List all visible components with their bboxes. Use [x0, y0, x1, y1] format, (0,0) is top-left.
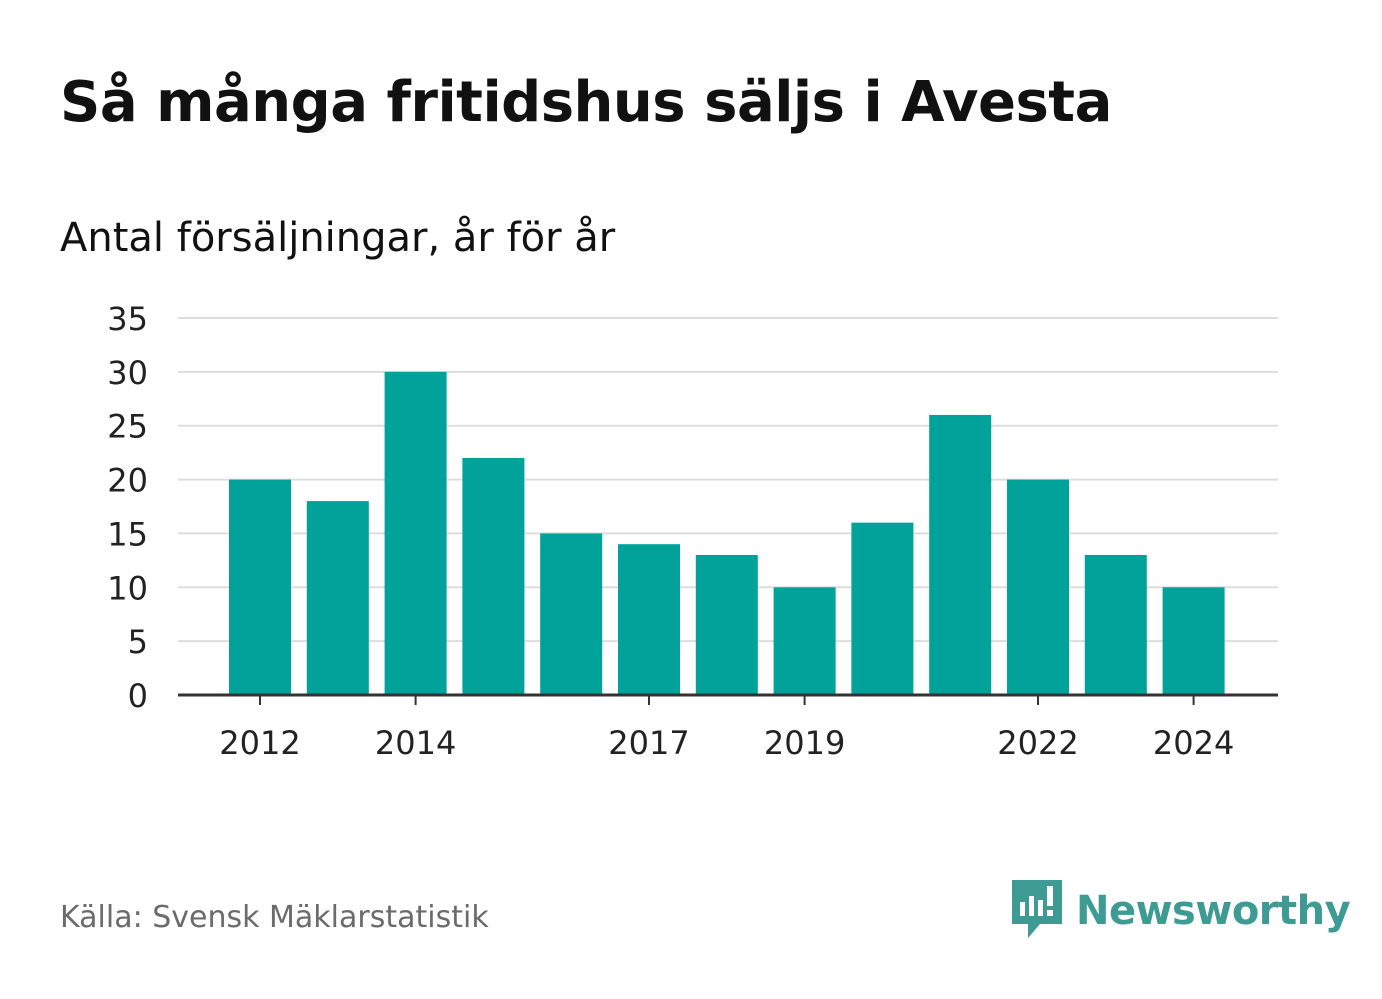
axes: [178, 693, 1278, 705]
bar-2023: [1084, 554, 1147, 695]
y-tick-label: 15: [107, 515, 148, 553]
y-tick-label: 5: [128, 623, 148, 661]
y-tick-label: 30: [107, 354, 148, 392]
brand-name: Newsworthy: [1076, 888, 1351, 934]
bar-2021: [929, 414, 992, 695]
bar-2019: [773, 587, 836, 695]
bar-2013: [306, 501, 369, 695]
x-tick-label: 2022: [997, 724, 1078, 762]
x-tick-labels: 2012 2014 2017 2019 2022 2024: [219, 724, 1234, 762]
bars: [229, 371, 1225, 695]
bar-2020: [851, 522, 914, 695]
x-tick-label: 2024: [1153, 724, 1234, 762]
y-tick-label: 20: [107, 462, 148, 500]
y-tick-label: 35: [107, 300, 148, 338]
bar-2014: [384, 371, 447, 695]
chart-subtitle: Antal försäljningar, år för år: [60, 215, 616, 261]
x-tick-label: 2017: [608, 724, 689, 762]
bar-2012: [229, 479, 291, 695]
bar-2016: [540, 533, 603, 695]
bar-2024: [1162, 587, 1225, 695]
x-tick-label: 2012: [219, 724, 300, 762]
brand-logo: Newsworthy: [1010, 878, 1351, 944]
chart-title: Så många fritidshus säljs i Avesta: [60, 70, 1112, 135]
x-tick-label: 2014: [375, 724, 456, 762]
x-tick-label: 2019: [764, 724, 845, 762]
bar-2022: [1007, 479, 1069, 695]
bar-2015: [462, 458, 525, 695]
y-tick-label: 0: [128, 677, 148, 715]
bar-2017: [618, 544, 680, 695]
newsworthy-logo-icon: [1010, 878, 1064, 944]
bar-2018: [695, 554, 758, 695]
y-tick-labels: 0 5 10 15 20 25 30 35: [107, 300, 148, 715]
y-tick-label: 10: [107, 569, 148, 607]
y-tick-label: 25: [107, 408, 148, 446]
source-note: Källa: Svensk Mäklarstatistik: [60, 900, 489, 935]
